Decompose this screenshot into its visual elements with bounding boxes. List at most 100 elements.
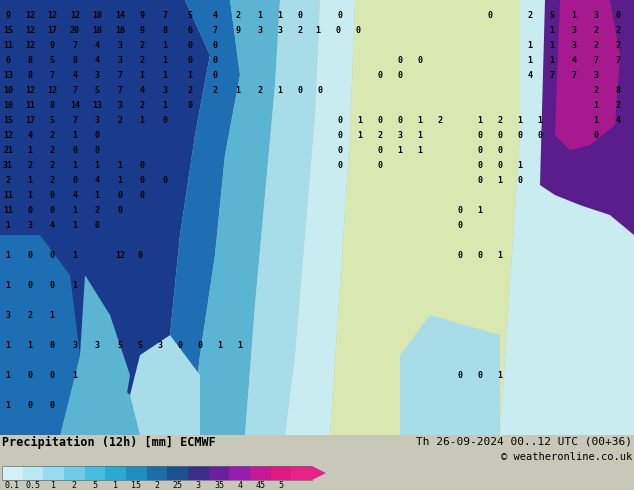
Text: 2: 2 — [27, 311, 32, 319]
Text: 3: 3 — [196, 481, 201, 490]
Text: 1: 1 — [358, 116, 363, 124]
Text: 3: 3 — [398, 130, 403, 140]
Text: 12: 12 — [70, 10, 80, 20]
Text: 1: 1 — [593, 116, 598, 124]
Text: 1: 1 — [517, 161, 522, 170]
Text: 1: 1 — [94, 161, 100, 170]
Text: 0: 0 — [297, 86, 302, 95]
Text: 1: 1 — [113, 481, 118, 490]
Text: 7: 7 — [72, 41, 77, 49]
Text: 12: 12 — [25, 86, 35, 95]
Text: 8: 8 — [162, 25, 167, 34]
Text: 9: 9 — [139, 25, 145, 34]
Text: 11: 11 — [25, 100, 35, 110]
Bar — [167, 466, 188, 480]
Text: 0: 0 — [49, 401, 55, 410]
Text: 1: 1 — [235, 86, 240, 95]
Text: 0: 0 — [616, 10, 621, 20]
Polygon shape — [95, 375, 140, 435]
Text: 1: 1 — [72, 281, 77, 290]
Text: 7: 7 — [162, 10, 167, 20]
Text: 16: 16 — [115, 25, 125, 34]
Text: 1: 1 — [538, 116, 543, 124]
Text: 0: 0 — [593, 130, 598, 140]
Text: 12: 12 — [47, 10, 57, 20]
Polygon shape — [60, 275, 130, 435]
Text: 2: 2 — [139, 100, 145, 110]
Text: 0: 0 — [49, 341, 55, 349]
Text: 4: 4 — [212, 10, 217, 20]
Text: 1: 1 — [257, 10, 262, 20]
Text: 1: 1 — [6, 250, 11, 260]
Text: 14: 14 — [70, 100, 80, 110]
Text: 0: 0 — [212, 55, 217, 65]
Text: 0: 0 — [418, 55, 422, 65]
Text: 8: 8 — [27, 55, 32, 65]
Text: 5: 5 — [94, 86, 100, 95]
Text: 0: 0 — [377, 161, 382, 170]
Text: 1: 1 — [72, 250, 77, 260]
Text: 5: 5 — [550, 10, 555, 20]
Text: 7: 7 — [571, 71, 576, 79]
Text: 0: 0 — [337, 161, 342, 170]
Text: 1: 1 — [550, 41, 555, 49]
Text: 4: 4 — [72, 71, 77, 79]
Text: 0: 0 — [138, 250, 143, 260]
Text: 1: 1 — [72, 130, 77, 140]
Text: 3: 3 — [571, 25, 576, 34]
Text: 14: 14 — [115, 10, 125, 20]
Text: 0: 0 — [94, 146, 100, 154]
Text: 9: 9 — [6, 10, 11, 20]
Text: 7: 7 — [550, 71, 555, 79]
Text: 2: 2 — [257, 86, 262, 95]
Text: 2: 2 — [616, 100, 621, 110]
Text: 1: 1 — [316, 25, 321, 34]
Text: 1: 1 — [6, 220, 11, 229]
Polygon shape — [0, 0, 120, 105]
Text: 0: 0 — [377, 116, 382, 124]
Text: 0: 0 — [477, 130, 482, 140]
Polygon shape — [0, 235, 80, 435]
Text: 3: 3 — [117, 55, 122, 65]
Text: 3: 3 — [27, 220, 32, 229]
Text: 0: 0 — [356, 25, 361, 34]
Text: 0: 0 — [27, 401, 32, 410]
Text: 2: 2 — [235, 10, 240, 20]
Text: 0: 0 — [49, 281, 55, 290]
Text: 7: 7 — [72, 116, 77, 124]
Text: 1: 1 — [418, 116, 422, 124]
Text: 1: 1 — [51, 481, 56, 490]
Text: 0: 0 — [477, 370, 482, 380]
Text: 12: 12 — [3, 130, 13, 140]
Text: 2: 2 — [139, 41, 145, 49]
Text: 20: 20 — [70, 25, 80, 34]
Text: 0: 0 — [49, 370, 55, 380]
Text: 13: 13 — [92, 100, 102, 110]
Text: 0: 0 — [27, 206, 32, 215]
Text: 0: 0 — [198, 341, 202, 349]
Text: 1: 1 — [162, 100, 167, 110]
Text: Th 26-09-2024 00..12 UTC (00+36): Th 26-09-2024 00..12 UTC (00+36) — [416, 436, 632, 446]
Text: 1: 1 — [593, 100, 598, 110]
Bar — [250, 466, 271, 480]
Text: 1: 1 — [498, 250, 503, 260]
Text: 3: 3 — [571, 41, 576, 49]
Text: 2: 2 — [437, 116, 443, 124]
Text: 1: 1 — [188, 71, 193, 79]
Text: 0.5: 0.5 — [25, 481, 41, 490]
Bar — [105, 466, 126, 480]
Polygon shape — [190, 0, 280, 435]
Text: 1: 1 — [72, 161, 77, 170]
Bar — [146, 466, 167, 480]
Text: 3: 3 — [593, 10, 598, 20]
Text: 1: 1 — [27, 191, 32, 199]
Text: 3: 3 — [94, 71, 100, 79]
Text: 2: 2 — [139, 55, 145, 65]
Text: 2: 2 — [94, 206, 100, 215]
Text: 0: 0 — [517, 175, 522, 185]
Bar — [126, 466, 146, 480]
Text: 2: 2 — [72, 481, 77, 490]
Polygon shape — [312, 466, 326, 480]
Text: 12: 12 — [115, 250, 125, 260]
Text: 3: 3 — [593, 71, 598, 79]
